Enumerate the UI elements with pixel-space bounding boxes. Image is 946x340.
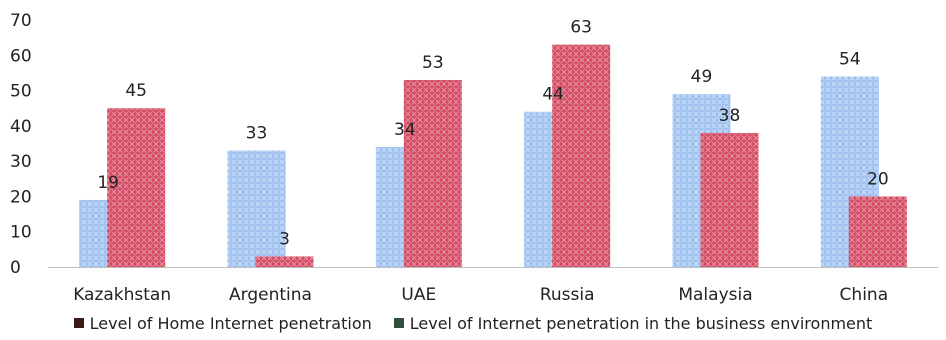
data-label-business-argentina: 33 <box>246 124 268 144</box>
y-tick-label: 70 <box>10 11 32 31</box>
data-label-home-argentina: 3 <box>279 229 290 249</box>
y-axis: 0 10 20 30 40 50 60 70 <box>10 11 32 278</box>
bar-business-argentina <box>227 150 286 267</box>
data-label-business-china: 54 <box>839 49 861 69</box>
y-tick-label: 0 <box>10 258 21 278</box>
legend-swatch-home <box>73 318 84 328</box>
data-label-home-uae: 53 <box>422 53 444 73</box>
legend-item-home: Level of Home Internet penetration <box>73 313 372 333</box>
legend-label-home: Level of Home Internet penetration <box>89 313 372 333</box>
bar-home-kazakhstan <box>107 108 166 267</box>
data-label-home-kazakhstan: 45 <box>125 81 147 101</box>
y-tick-label: 20 <box>10 187 32 207</box>
data-label-business-kazakhstan: 19 <box>97 173 119 193</box>
category-label-china: China <box>840 285 889 305</box>
legend: Level of Home Internet penetration Level… <box>0 312 946 334</box>
bar-home-uae <box>403 79 462 267</box>
y-tick-label: 40 <box>10 117 32 137</box>
data-label-home-russia: 63 <box>570 18 592 38</box>
bar-home-russia <box>552 44 611 268</box>
legend-swatch-business <box>393 318 404 328</box>
x-axis: Kazakhstan Argentina UAE Russia Malaysia Chin… <box>73 285 888 305</box>
data-label-business-malaysia: 49 <box>691 67 713 87</box>
y-tick-label: 50 <box>10 82 32 102</box>
y-tick-label: 30 <box>10 152 32 172</box>
legend-item-business: Level of Internet penetration in the bus… <box>393 313 873 333</box>
legend-label-business: Level of Internet penetration in the bus… <box>409 313 873 333</box>
y-tick-label: 60 <box>10 46 32 66</box>
y-tick-label: 10 <box>10 223 32 243</box>
bar-home-argentina <box>255 256 314 267</box>
bar-home-china <box>848 196 907 267</box>
data-label-business-russia: 44 <box>542 85 564 105</box>
category-label-uae: UAE <box>401 285 436 305</box>
bars-group <box>79 44 907 268</box>
category-label-kazakhstan: Kazakhstan <box>73 285 171 305</box>
bar-home-malaysia <box>700 132 759 267</box>
category-label-malaysia: Malaysia <box>678 285 752 305</box>
data-label-home-malaysia: 38 <box>719 106 741 126</box>
category-label-argentina: Argentina <box>229 285 312 305</box>
data-label-business-uae: 34 <box>394 120 416 140</box>
data-label-home-china: 20 <box>867 169 889 189</box>
category-label-russia: Russia <box>540 285 595 305</box>
